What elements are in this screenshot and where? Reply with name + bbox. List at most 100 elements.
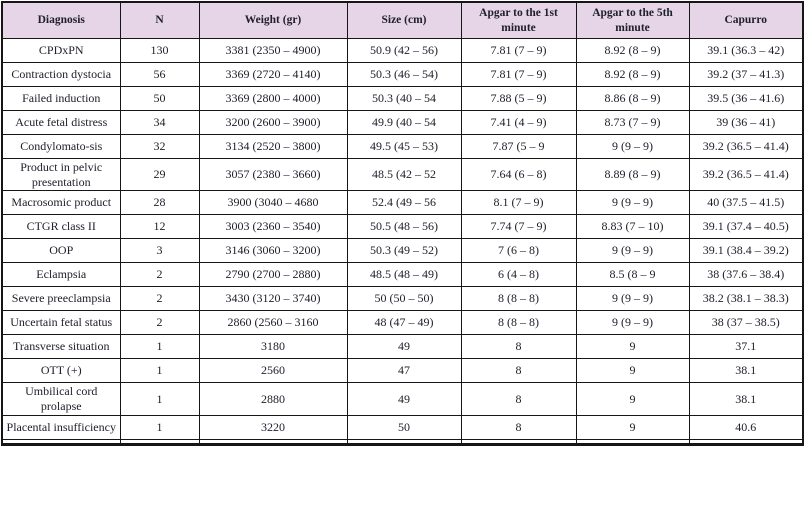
table-row: Condylomato-sis 32 3134 (2520 – 3800) 49.5 … <box>1 134 804 159</box>
diagnosis-statistics-table: Diagnosis N Weight (gr) Size (cm) Apgar to t… <box>1 1 804 446</box>
table-cell: 8 <box>460 414 577 440</box>
table-cell: 3146 (3060 – 3200) <box>198 238 348 264</box>
diagnosis-cell: Transverse situation <box>1 334 121 360</box>
header-row: Diagnosis N Weight (gr) Size (cm) Apgar to t… <box>1 1 804 39</box>
diagnosis-cell: Severe preeclampsia <box>1 286 121 312</box>
table-cell: 39.1 (36.3 – 42) <box>688 38 804 63</box>
table-cell: 56 <box>119 62 200 87</box>
table-cell: 39.2 (37 – 41.3) <box>688 62 804 87</box>
table-cell: 50.3 (46 – 54) <box>346 62 462 87</box>
table-cell: 3200 (2600 – 3900) <box>198 110 348 135</box>
table-cell: 9 (9 – 9) <box>575 134 690 159</box>
table-cell: 8 (8 – 8) <box>460 286 577 312</box>
table-cell: 8.1 (7 – 9) <box>460 190 577 216</box>
diagnosis-cell: OTT (+) <box>1 358 121 384</box>
table-cell: 49 <box>346 334 462 360</box>
table-cell: 38.2 (38.1 – 38.3) <box>688 286 804 312</box>
table-cell: 29 <box>119 157 200 192</box>
empty-cell <box>119 438 200 445</box>
table-cell: 6 (4 – 8) <box>460 262 577 288</box>
table-cell: 8 <box>460 358 577 384</box>
diagnosis-cell: Macrosomic product <box>1 190 121 216</box>
table-cell: 50.3 (40 – 54 <box>346 86 462 111</box>
table-cell: 130 <box>119 38 200 63</box>
table-cell: 12 <box>119 214 200 240</box>
empty-cell <box>1 438 121 445</box>
table-cell: 7.64 (6 – 8) <box>460 157 577 192</box>
diagnosis-cell: CTGR class II <box>1 214 121 240</box>
table-row: Placental insufficiency 1 3220 50 8 9 40.6 <box>1 414 804 440</box>
table-cell: 3 <box>119 238 200 264</box>
table-cell: 50.5 (48 – 56) <box>346 214 462 240</box>
table-cell: 2790 (2700 – 2880) <box>198 262 348 288</box>
cut-off-row <box>1 438 804 445</box>
table-cell: 8.92 (8 – 9) <box>575 62 690 87</box>
table-cell: 9 (9 – 9) <box>575 310 690 336</box>
table-cell: 48.5 (48 – 49) <box>346 262 462 288</box>
table-row: CTGR class II 12 3003 (2360 – 3540) 50.5 (4… <box>1 214 804 240</box>
diagnosis-cell: CPDxPN <box>1 38 121 63</box>
table-row: Acute fetal distress 34 3200 (2600 – 3900)… <box>1 110 804 135</box>
table-cell: 39 (36 – 41) <box>688 110 804 135</box>
table-cell: 37.1 <box>688 334 804 360</box>
table-cell: 50.9 (42 – 56) <box>346 38 462 63</box>
table-row: Uncertain fetal status 2 2860 (2560 – 3160… <box>1 310 804 336</box>
table-cell: 1 <box>119 382 200 416</box>
table-cell: 8.83 (7 – 10) <box>575 214 690 240</box>
table-cell: 52.4 (49 – 56 <box>346 190 462 216</box>
table-row: Macrosomic product 28 3900 (3040 – 4680 52.… <box>1 190 804 216</box>
table-cell: 48 (47 – 49) <box>346 310 462 336</box>
table-cell: 7.81 (7 – 9) <box>460 38 577 63</box>
table-cell: 8.86 (8 – 9) <box>575 86 690 111</box>
column-header-0: Diagnosis <box>1 1 121 39</box>
table-cell: 7.74 (7 – 9) <box>460 214 577 240</box>
table-cell: 7.88 (5 – 9) <box>460 86 577 111</box>
diagnosis-cell: Contraction dystocia <box>1 62 121 87</box>
table-cell: 2880 <box>198 382 348 416</box>
diagnosis-cell: Condylomato-sis <box>1 134 121 159</box>
table-cell: 38 (37 – 38.5) <box>688 310 804 336</box>
table-cell: 7.87 (5 – 9 <box>460 134 577 159</box>
diagnosis-cell: Placental insufficiency <box>1 414 121 440</box>
table-cell: 50 <box>119 86 200 111</box>
table-row: Severe preeclampsia 2 3430 (3120 – 3740) 50… <box>1 286 804 312</box>
table-cell: 38.1 <box>688 382 804 416</box>
table-cell: 8.92 (8 – 9) <box>575 38 690 63</box>
table-cell: 9 (9 – 9) <box>575 286 690 312</box>
table-cell: 9 (9 – 9) <box>575 190 690 216</box>
table-cell: 2 <box>119 286 200 312</box>
table-cell: 2860 (2560 – 3160 <box>198 310 348 336</box>
table-cell: 2 <box>119 310 200 336</box>
table-cell: 8 <box>460 382 577 416</box>
table-cell: 7.41 (4 – 9) <box>460 110 577 135</box>
diagnosis-cell: OOP <box>1 238 121 264</box>
diagnosis-cell: Eclampsia <box>1 262 121 288</box>
table-cell: 3003 (2360 – 3540) <box>198 214 348 240</box>
table-cell: 39.1 (38.4 – 39.2) <box>688 238 804 264</box>
table-cell: 38.1 <box>688 358 804 384</box>
table-row: Umbilical cord prolapse 1 2880 49 8 9 38.1 <box>1 382 804 416</box>
table-row: OOP 3 3146 (3060 – 3200) 50.3 (49 – 52) 7 (6… <box>1 238 804 264</box>
table-cell: 3180 <box>198 334 348 360</box>
table-cell: 8.73 (7 – 9) <box>575 110 690 135</box>
table-cell: 1 <box>119 334 200 360</box>
table-cell: 40.6 <box>688 414 804 440</box>
table-cell: 3369 (2720 – 4140) <box>198 62 348 87</box>
table-cell: 49.9 (40 – 54 <box>346 110 462 135</box>
table-cell: 50.3 (49 – 52) <box>346 238 462 264</box>
table-cell: 3381 (2350 – 4900) <box>198 38 348 63</box>
table-cell: 39.1 (37.4 – 40.5) <box>688 214 804 240</box>
table-cell: 3057 (2380 – 3660) <box>198 157 348 192</box>
table-cell: 8 (8 – 8) <box>460 310 577 336</box>
table-cell: 28 <box>119 190 200 216</box>
empty-cell <box>346 438 462 445</box>
diagnosis-cell: Failed induction <box>1 86 121 111</box>
table-row: Transverse situation 1 3180 49 8 9 37.1 <box>1 334 804 360</box>
table-row: OTT (+) 1 2560 47 8 9 38.1 <box>1 358 804 384</box>
table-cell: 9 <box>575 382 690 416</box>
diagnosis-cell: Umbilical cord prolapse <box>1 382 121 416</box>
table-cell: 8 <box>460 334 577 360</box>
table-cell: 9 <box>575 414 690 440</box>
table-row: Product in pelvic presentation 29 3057 (23… <box>1 157 804 192</box>
